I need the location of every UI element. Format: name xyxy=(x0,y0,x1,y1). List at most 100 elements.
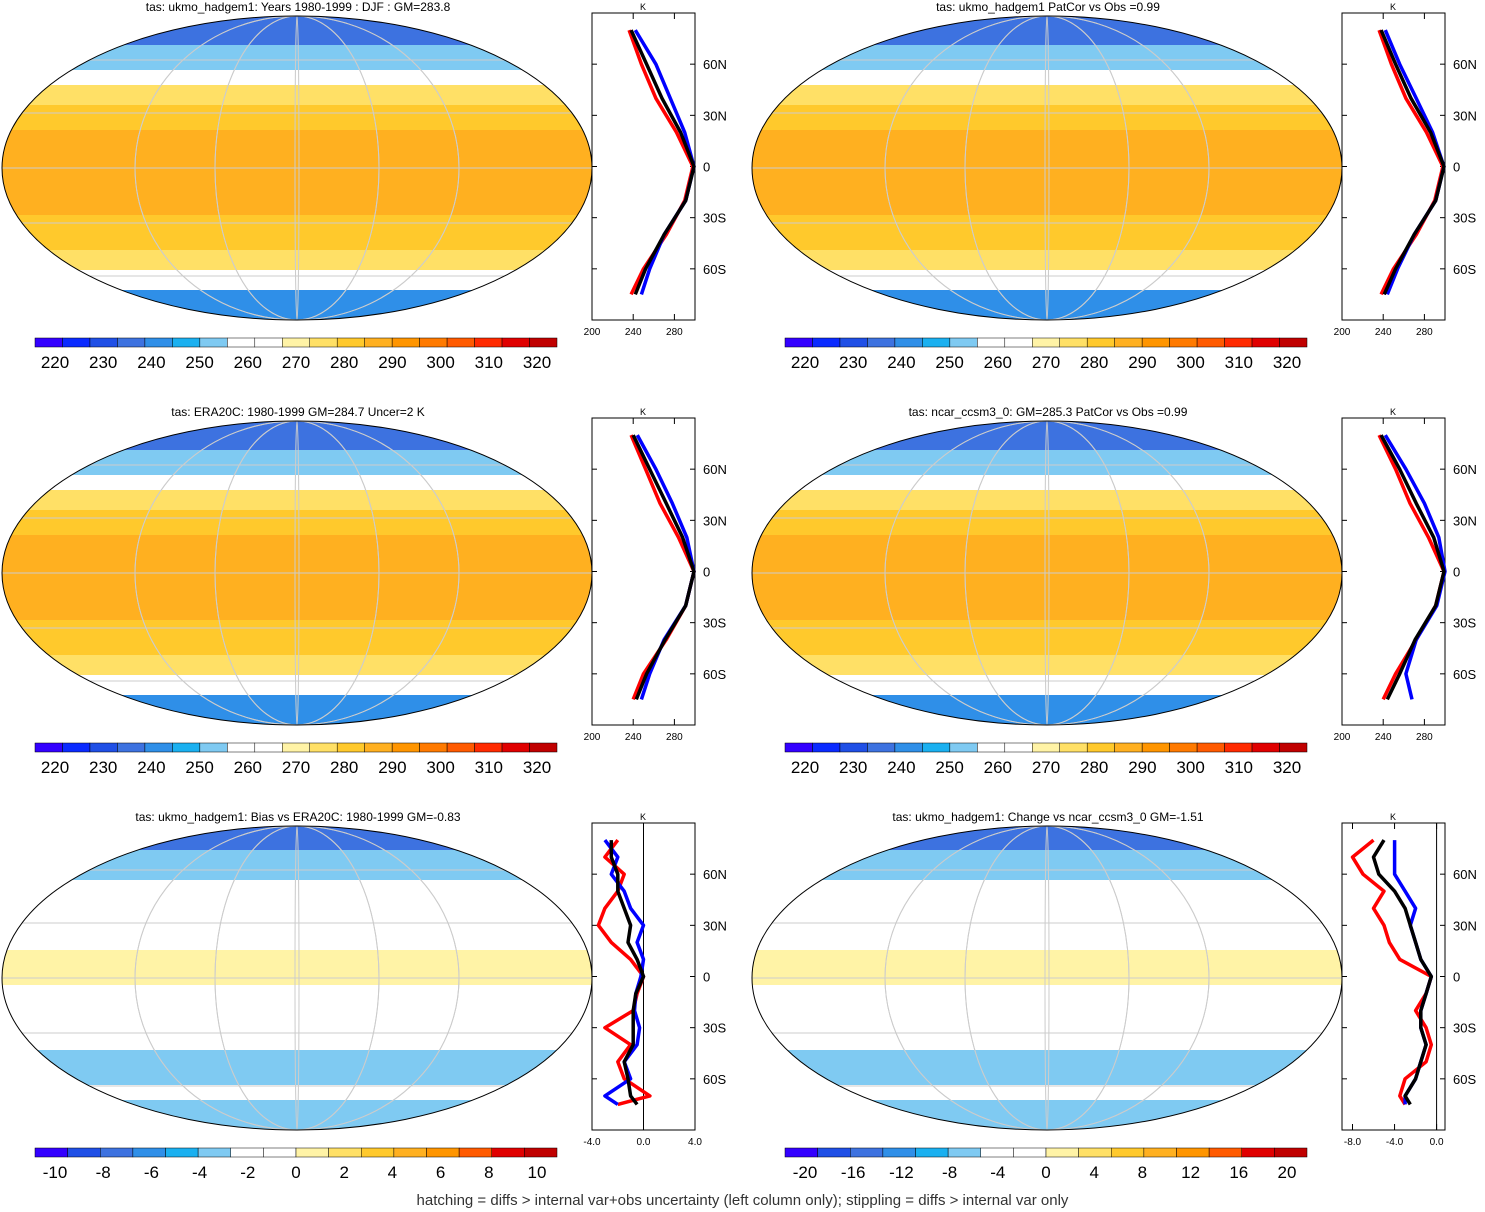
field-band xyxy=(752,105,1342,130)
field-band xyxy=(2,130,592,215)
field-band xyxy=(2,675,592,695)
field-band xyxy=(752,535,1342,620)
profile-y-tick: 0 xyxy=(703,160,710,175)
profile-x-tick: 4.0 xyxy=(688,1137,702,1148)
profile-xlabel: K xyxy=(640,2,646,12)
colorbar-tick-label: 280 xyxy=(330,758,358,777)
profile-series-line xyxy=(1383,434,1447,700)
profile-y-tick: 60N xyxy=(703,462,727,477)
profile-y-tick: 30N xyxy=(1453,918,1477,933)
colorbar-tick-label: 250 xyxy=(185,353,213,372)
colorbar-tick-label: 4 xyxy=(388,1163,397,1182)
colorbar-tick-label: -10 xyxy=(43,1163,68,1182)
profile-y-tick: 60N xyxy=(1453,867,1477,882)
colorbar: -20 -16 -12 -8 -4 0 4 8 12 16 20 xyxy=(784,1147,1308,1182)
profile-y-tick: 30S xyxy=(703,1021,726,1036)
field-band xyxy=(752,675,1342,695)
field-band xyxy=(752,130,1342,215)
zonal-profile: -4.0 0.0 4.0 K 60N 30N 0 30S 60S xyxy=(583,812,726,1148)
colorbar-tick-label: 320 xyxy=(523,353,551,372)
colorbar-tick-label: 290 xyxy=(378,353,406,372)
colorbar-tick-label: 300 xyxy=(1176,353,1204,372)
field-band xyxy=(752,850,1342,880)
colorbar-tick-label: 230 xyxy=(89,758,117,777)
panel-1: tas: ukmo_hadgem1: Years 1980-1999 : DJF… xyxy=(0,0,735,400)
profile-y-tick: 60N xyxy=(703,57,727,72)
profile-y-tick: 60N xyxy=(1453,462,1477,477)
field-band xyxy=(752,620,1342,655)
profile-x-tick: 200 xyxy=(1334,732,1351,743)
colorbar-tick-label: -8 xyxy=(942,1163,957,1182)
panel-2: tas: ukmo_hadgem1 PatCor vs Obs =0.99 220… xyxy=(750,0,1485,400)
colorbar-tick-label: 320 xyxy=(523,758,551,777)
map-field xyxy=(2,16,592,320)
field-band xyxy=(2,215,592,250)
field-band xyxy=(2,421,592,450)
colorbar-tick-label: 310 xyxy=(475,758,503,777)
colorbar-tick-label: 2 xyxy=(339,1163,348,1182)
colorbar-tick-label: 250 xyxy=(185,758,213,777)
colorbar-tick-label: 240 xyxy=(887,758,915,777)
field-band xyxy=(752,1050,1342,1085)
profile-y-tick: 30N xyxy=(1453,108,1477,123)
profile-series-line xyxy=(1377,29,1445,296)
field-band xyxy=(2,985,592,1050)
colorbar-tick-label: -6 xyxy=(144,1163,159,1182)
colorbar: 220 230 240 250 260 270 280 290 300 310 320 xyxy=(34,337,558,372)
profile-y-tick: 60S xyxy=(703,667,726,682)
zonal-profile: 200 240 280 K 60N 30N 0 30S 60S xyxy=(584,407,727,743)
field-band xyxy=(2,490,592,510)
colorbar-tick-label: 10 xyxy=(528,1163,547,1182)
profile-x-tick: 280 xyxy=(1416,327,1433,338)
field-band xyxy=(2,450,592,475)
zonal-profile: 200 240 280 K 60N 30N 0 30S 60S xyxy=(1334,407,1477,743)
colorbar: 220 230 240 250 260 270 280 290 300 310 320 xyxy=(784,337,1308,372)
colorbar-tick-label: -4 xyxy=(192,1163,207,1182)
profile-y-tick: 30N xyxy=(703,918,727,933)
field-band xyxy=(752,290,1342,320)
colorbar-tick-label: 0 xyxy=(291,1163,300,1182)
colorbar-tick-label: 20 xyxy=(1278,1163,1297,1182)
colorbar-tick-label: 260 xyxy=(984,353,1012,372)
colorbar-tick-label: 230 xyxy=(839,353,867,372)
field-band xyxy=(2,250,592,270)
profile-y-tick: 0 xyxy=(1453,160,1460,175)
field-band xyxy=(752,490,1342,510)
field-band xyxy=(2,510,592,535)
field-band xyxy=(2,85,592,105)
colorbar-tick-label: 12 xyxy=(1181,1163,1200,1182)
field-band xyxy=(752,16,1342,45)
profile-y-tick: 30S xyxy=(1453,616,1476,631)
field-band xyxy=(2,695,592,725)
field-band xyxy=(752,85,1342,105)
colorbar-tick-label: 260 xyxy=(984,758,1012,777)
profile-y-tick: 60S xyxy=(1453,1072,1476,1087)
field-band xyxy=(2,270,592,290)
panel-5: tas: ukmo_hadgem1: Bias vs ERA20C: 1980-… xyxy=(0,810,735,1210)
profile-x-tick: 0.0 xyxy=(637,1137,651,1148)
profile-series-line xyxy=(1379,29,1446,296)
field-band xyxy=(752,880,1342,950)
field-band xyxy=(2,535,592,620)
colorbar-tick-label: 260 xyxy=(234,353,262,372)
profile-x-tick: -8.0 xyxy=(1344,1137,1362,1148)
colorbar-tick-label: 320 xyxy=(1273,353,1301,372)
profile-xlabel: K xyxy=(640,407,646,417)
colorbar-tick-label: 250 xyxy=(935,353,963,372)
chart-title: tas: ukmo_hadgem1 PatCor vs Obs =0.99 xyxy=(936,0,1160,14)
field-band xyxy=(752,1100,1342,1130)
colorbar-tick-label: 220 xyxy=(41,353,69,372)
profile-series-line xyxy=(627,29,695,296)
profile-x-tick: 240 xyxy=(625,732,642,743)
colorbar-tick-label: 280 xyxy=(1080,758,1108,777)
field-band xyxy=(752,45,1342,70)
colorbar-tick-label: -4 xyxy=(990,1163,1005,1182)
colorbar-tick-label: 270 xyxy=(1032,758,1060,777)
colorbar-tick-label: 220 xyxy=(41,758,69,777)
colorbar-tick-label: 290 xyxy=(1128,353,1156,372)
profile-series-line xyxy=(629,434,696,701)
field-band xyxy=(752,510,1342,535)
colorbar-tick-label: 310 xyxy=(1225,353,1253,372)
